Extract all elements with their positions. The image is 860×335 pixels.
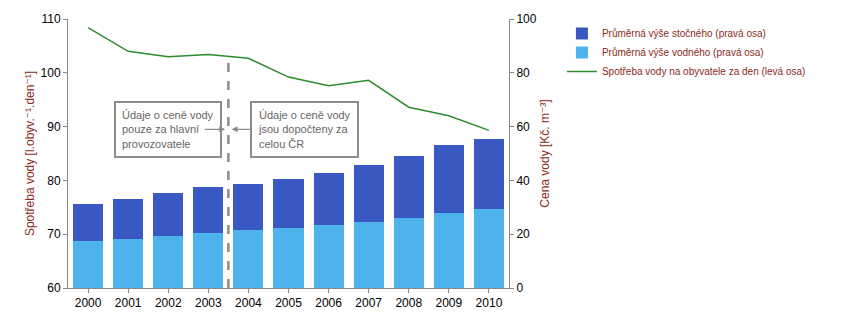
- svg-text:Spotřeba vody [l.obyv.⁻¹.den⁻¹: Spotřeba vody [l.obyv.⁻¹.den⁻¹]: [23, 71, 37, 236]
- svg-text:60: 60: [516, 120, 530, 134]
- svg-text:2007: 2007: [355, 296, 382, 310]
- svg-text:100: 100: [516, 12, 536, 26]
- svg-text:Údaje o ceně vodypouze za hlav: Údaje o ceně vodypouze za hlavníprovozov…: [122, 109, 214, 150]
- svg-text:90: 90: [47, 120, 61, 134]
- svg-text:Cena vody [Kč. m⁻³]: Cena vody [Kč. m⁻³]: [538, 99, 552, 207]
- svg-text:80: 80: [516, 66, 530, 80]
- svg-text:Průměrná výše vodného (pravá o: Průměrná výše vodného (pravá osa): [602, 47, 764, 58]
- svg-text:2002: 2002: [155, 296, 182, 310]
- svg-text:2006: 2006: [315, 296, 342, 310]
- svg-text:Spotřeba vody na obyvatele za: Spotřeba vody na obyvatele za den (levá …: [602, 66, 805, 77]
- svg-text:Údaje o ceně vodyjsou dopočten: Údaje o ceně vodyjsou dopočteny zacelou …: [258, 109, 351, 150]
- svg-text:2001: 2001: [115, 296, 142, 310]
- svg-text:0: 0: [516, 281, 523, 295]
- svg-text:2005: 2005: [275, 296, 302, 310]
- svg-text:40: 40: [516, 174, 530, 188]
- svg-text:2009: 2009: [436, 296, 463, 310]
- svg-text:70: 70: [47, 227, 61, 241]
- svg-text:2003: 2003: [195, 296, 222, 310]
- svg-text:110: 110: [41, 12, 60, 26]
- svg-text:2010: 2010: [476, 296, 503, 310]
- svg-text:60: 60: [47, 281, 61, 295]
- svg-text:Průměrná výše stočného (pravá: Průměrná výše stočného (pravá osa): [602, 28, 766, 39]
- svg-text:100: 100: [41, 66, 61, 80]
- svg-text:2004: 2004: [235, 296, 262, 310]
- svg-text:2000: 2000: [75, 296, 102, 310]
- svg-text:80: 80: [47, 174, 61, 188]
- svg-text:20: 20: [516, 227, 530, 241]
- svg-text:2008: 2008: [395, 296, 422, 310]
